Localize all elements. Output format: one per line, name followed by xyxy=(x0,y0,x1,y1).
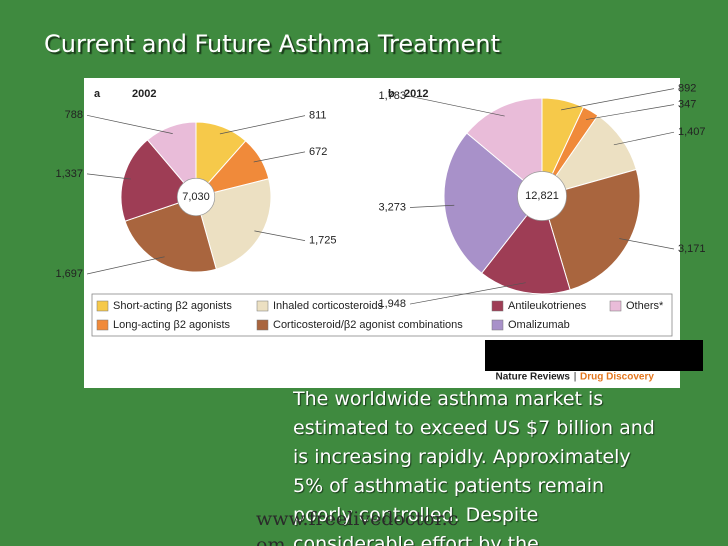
legend-label: Long-acting β2 agonists xyxy=(113,319,231,331)
value-label: 1,407 xyxy=(678,126,706,138)
value-label: 1,337 xyxy=(55,168,83,180)
pie-slice xyxy=(146,121,197,199)
watermark: www.freelivedoctor.c om xyxy=(256,506,458,546)
value-label: 3,171 xyxy=(678,243,706,255)
body-line: estimated to exceed US $7 billion and xyxy=(293,417,655,439)
value-label: 672 xyxy=(309,146,327,158)
leader-line xyxy=(253,151,306,163)
leader-line xyxy=(86,256,165,275)
legend-box xyxy=(91,293,673,337)
leader-line xyxy=(585,104,675,120)
body-line: 5% of asthmatic patients remain xyxy=(293,475,605,497)
pie-slice xyxy=(443,132,543,274)
center-label: 7,030 xyxy=(182,191,210,203)
value-label: 3,273 xyxy=(378,201,406,213)
value-label: 347 xyxy=(678,99,696,111)
body-line: poorly controlled. Despite xyxy=(293,504,539,526)
leader-line xyxy=(409,282,526,305)
legend-label: Antileukotrienes xyxy=(508,300,587,312)
pie-slice xyxy=(120,139,197,222)
watermark-line: om xyxy=(256,534,286,546)
legend-label: Omalizumab xyxy=(508,319,570,331)
redaction-box xyxy=(485,340,703,371)
legend-label: Short-acting β2 agonists xyxy=(113,300,232,312)
value-label: 788 xyxy=(65,109,83,121)
leader-line xyxy=(613,131,675,146)
pie-slice xyxy=(195,178,272,270)
panel-letter: b xyxy=(388,88,395,100)
leader-line xyxy=(561,88,675,111)
value-label: 1,948 xyxy=(378,298,406,310)
center-label: 12,821 xyxy=(525,190,559,202)
legend-swatch xyxy=(256,319,269,331)
chart-title: 2012 xyxy=(404,88,428,100)
legend-swatch xyxy=(491,300,504,312)
source-journal: Nature Reviews xyxy=(496,372,571,383)
pie-slice xyxy=(480,194,571,295)
leader-line xyxy=(409,204,455,208)
leader-line xyxy=(86,173,131,180)
legend-swatch xyxy=(609,300,622,312)
slide-body: The worldwide asthma market is estimated … xyxy=(293,385,728,546)
chart-title: 2002 xyxy=(132,88,156,100)
legend-swatch xyxy=(96,319,109,331)
slide-title: Current and Future Asthma Treatment xyxy=(44,30,500,58)
legend-label: Others* xyxy=(626,300,664,312)
body-line: The worldwide asthma market is xyxy=(293,388,604,410)
legend-label: Inhaled corticosteroids xyxy=(273,300,384,312)
source-separator: | xyxy=(574,372,577,383)
value-label: 1,783 xyxy=(378,90,406,102)
legend-swatch xyxy=(96,300,109,312)
leader-line xyxy=(409,95,505,117)
legend-swatch xyxy=(256,300,269,312)
source-section: Drug Discovery xyxy=(580,372,654,383)
legend-swatch xyxy=(491,319,504,331)
body-line: considerable effort by the xyxy=(293,533,539,546)
value-label: 811 xyxy=(309,110,327,122)
watermark-line: www.freelivedoctor.c xyxy=(256,508,459,530)
leader-line xyxy=(619,238,675,250)
pie-hole xyxy=(517,171,567,221)
body-line: is increasing rapidly. Approximately xyxy=(293,446,631,468)
pie-slice xyxy=(466,97,543,198)
legend-label: Corticosteroid/β2 agonist combinations xyxy=(273,319,463,331)
value-label: 1,725 xyxy=(309,235,337,247)
panel-letter: a xyxy=(94,88,101,100)
leader-line xyxy=(219,115,306,135)
value-label: 892 xyxy=(678,83,696,95)
leader-line xyxy=(86,114,173,134)
pie-hole xyxy=(176,177,216,217)
value-label: 1,697 xyxy=(55,268,83,280)
leader-line xyxy=(254,230,306,241)
